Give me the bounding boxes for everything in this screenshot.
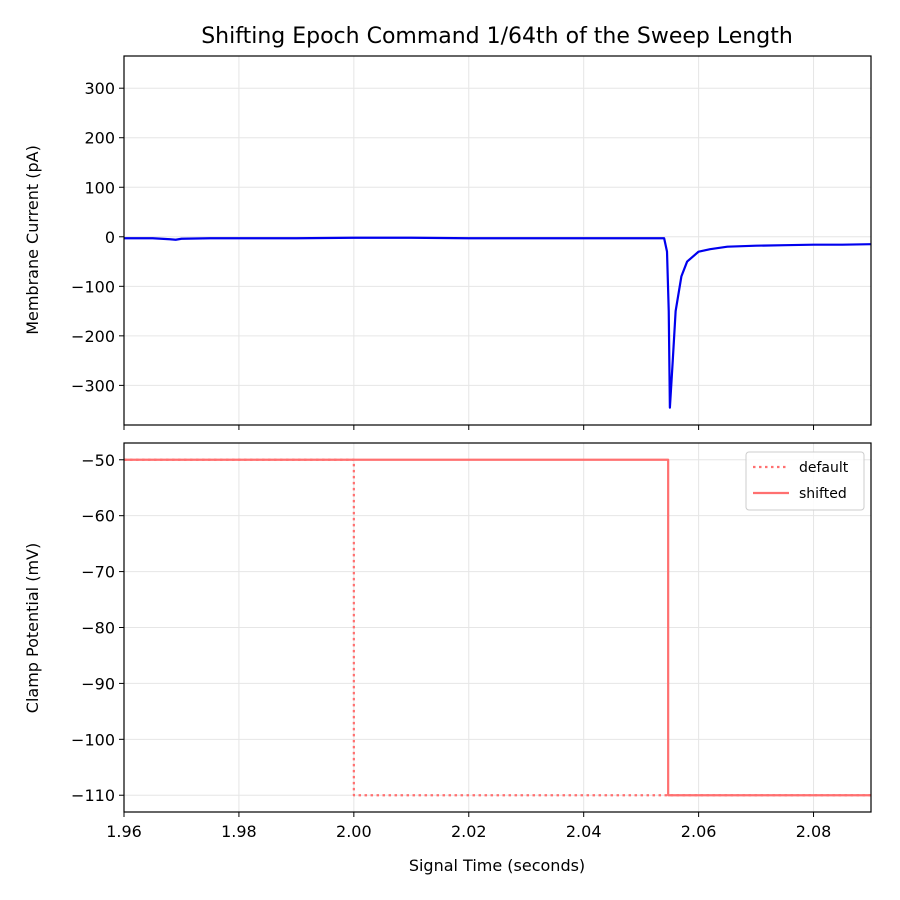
bottom-series-line-shifted xyxy=(124,458,871,797)
bottom-y-tick-label: −60 xyxy=(81,507,115,526)
bottom-panel: 1.96 1.98 2.00 2.02 2.04 2.06 2.08 −50 −60 −70 −80… xyxy=(23,442,872,875)
top-y-tick-label: 200 xyxy=(84,129,115,148)
top-y-axis-label: Membrane Current (pA) xyxy=(23,145,42,335)
legend-label-default: default xyxy=(799,460,849,476)
x-axis-label: Signal Time (seconds) xyxy=(409,856,585,875)
top-y-tick-label: −200 xyxy=(71,327,115,346)
bottom-x-tick-label: 2.08 xyxy=(796,822,832,841)
top-series-line xyxy=(124,236,871,409)
bottom-y-tick-label: −110 xyxy=(71,786,115,805)
top-y-tick-label: −100 xyxy=(71,277,115,296)
top-panel: 300 200 100 0 −100 −200 −300 Membrane Current … xyxy=(23,55,872,430)
bottom-x-tick-label: 1.98 xyxy=(221,822,257,841)
bottom-x-tick-label: 2.06 xyxy=(681,822,717,841)
bottom-x-tick-label: 2.02 xyxy=(451,822,487,841)
chart-title: Shifting Epoch Command 1/64th of the Swe… xyxy=(201,24,793,49)
legend: default shifted xyxy=(745,451,865,511)
bottom-y-tick-label: −90 xyxy=(81,674,115,693)
bottom-y-axis-label: Clamp Potential (mV) xyxy=(23,543,42,713)
top-y-tick-label: 300 xyxy=(84,79,115,98)
top-y-tick-label: −300 xyxy=(71,376,115,395)
top-y-tick-label: 0 xyxy=(105,228,115,247)
bottom-y-tick-label: −80 xyxy=(81,619,115,638)
bottom-y-tick-label: −70 xyxy=(81,563,115,582)
legend-box xyxy=(745,451,865,511)
legend-label-shifted: shifted xyxy=(799,486,847,502)
bottom-x-tick-label: 1.96 xyxy=(106,822,142,841)
top-series xyxy=(124,236,871,409)
bottom-x-tick-label: 2.04 xyxy=(566,822,602,841)
bottom-ticks: 1.96 1.98 2.00 2.02 2.04 2.06 2.08 −50 −60 −70 −80… xyxy=(71,451,831,841)
bottom-y-tick-label: −100 xyxy=(71,730,115,749)
bottom-series xyxy=(124,458,871,797)
top-ticks: 300 200 100 0 −100 −200 −300 xyxy=(71,79,815,430)
top-axes-frame xyxy=(123,55,872,426)
bottom-x-tick-label: 2.00 xyxy=(336,822,372,841)
top-grid xyxy=(123,56,871,425)
top-y-tick-label: 100 xyxy=(84,178,115,197)
bottom-y-tick-label: −50 xyxy=(81,451,115,470)
